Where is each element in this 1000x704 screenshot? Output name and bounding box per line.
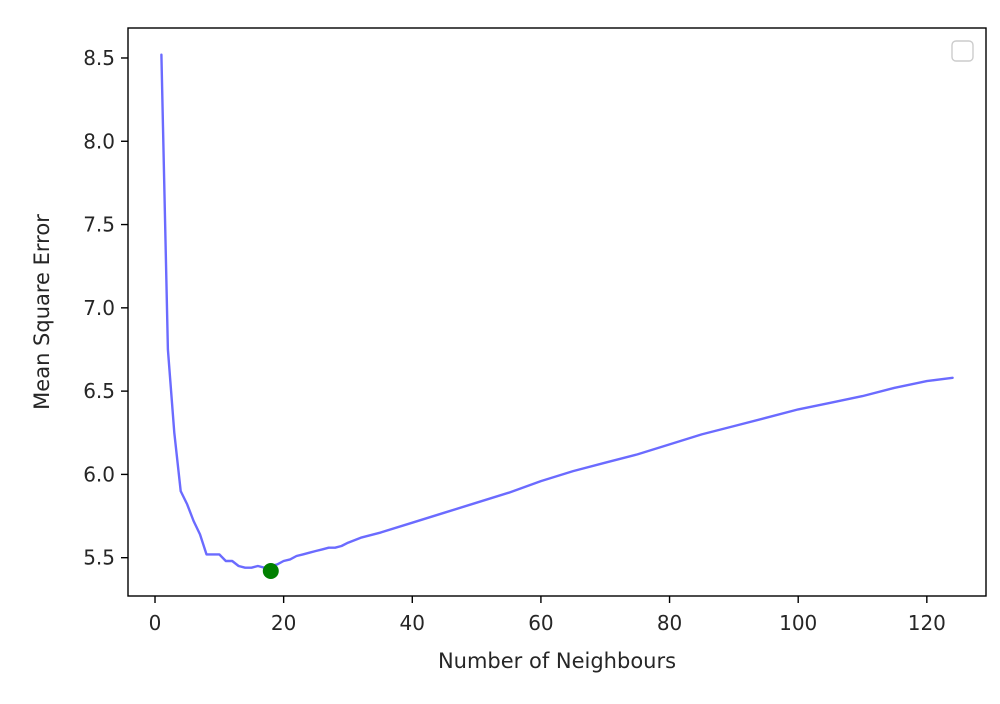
y-tick-label: 5.5 bbox=[83, 546, 115, 570]
y-tick-label: 6.5 bbox=[83, 379, 115, 403]
y-tick-label: 7.5 bbox=[83, 213, 115, 237]
x-tick-label: 120 bbox=[908, 611, 946, 635]
plot-frame bbox=[127, 27, 987, 597]
x-tick-label: 0 bbox=[149, 611, 162, 635]
data-layer bbox=[160, 53, 954, 580]
x-tick-label: 100 bbox=[779, 611, 817, 635]
x-axis-label: Number of Neighbours bbox=[438, 649, 676, 673]
x-tick-label: 60 bbox=[528, 611, 553, 635]
x-tick-label: 20 bbox=[271, 611, 296, 635]
y-tick-label: 7.0 bbox=[83, 296, 115, 320]
mse-series-line bbox=[160, 53, 954, 569]
y-tick-label: 8.0 bbox=[83, 129, 115, 153]
legend-box bbox=[951, 40, 974, 62]
x-tick-label: 40 bbox=[400, 611, 425, 635]
y-tick-label: 6.0 bbox=[83, 462, 115, 486]
y-tick-label: 8.5 bbox=[83, 46, 115, 70]
x-tick-label: 80 bbox=[657, 611, 682, 635]
y-axis-label: Mean Square Error bbox=[30, 214, 54, 410]
ticks-layer: 0 20 40 60 80 100 120 5.5 6.0 6.5 7.0 7.5 8.0 8.5 bbox=[83, 46, 946, 635]
min-error-point bbox=[262, 563, 279, 580]
